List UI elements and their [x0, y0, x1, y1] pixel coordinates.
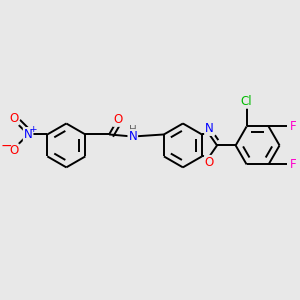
Text: O: O	[9, 144, 19, 158]
Text: N: N	[205, 122, 214, 135]
Text: H: H	[129, 125, 137, 135]
Text: F: F	[290, 158, 297, 171]
Text: O: O	[113, 113, 122, 126]
Text: F: F	[290, 120, 297, 133]
Text: N: N	[128, 130, 137, 143]
Text: Cl: Cl	[241, 95, 252, 108]
Text: +: +	[29, 125, 37, 134]
Text: O: O	[205, 156, 214, 169]
Text: −: −	[1, 139, 13, 153]
Text: N: N	[24, 128, 32, 141]
Text: O: O	[9, 112, 19, 124]
